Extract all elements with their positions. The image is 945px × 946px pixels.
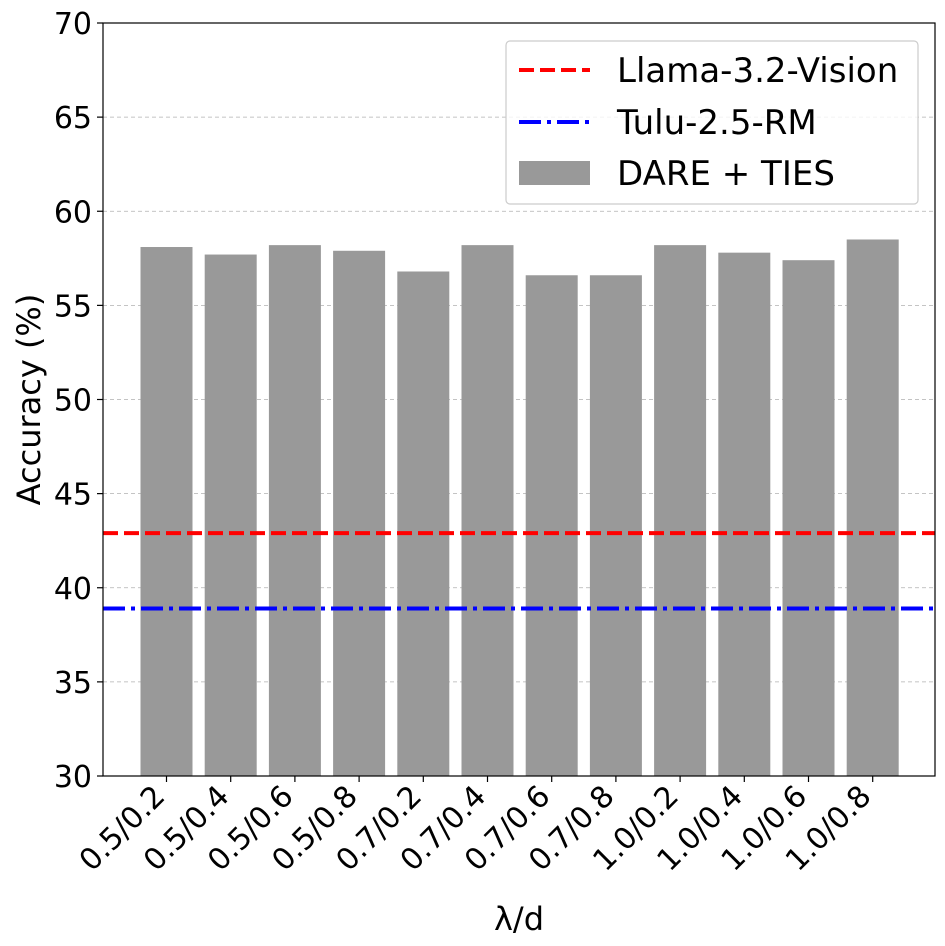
y-tick-label: 45 [54,478,92,513]
legend-label-dare-ties: DARE + TIES [617,154,835,194]
legend-label-tulu: Tulu-2.5-RM [616,103,817,143]
y-tick-label: 40 [54,572,92,607]
y-tick-label: 35 [54,666,92,701]
y-axis-title: Accuracy (%) [10,294,48,506]
bar [718,252,771,777]
bar [525,275,578,776]
y-tick-label: 60 [54,195,92,230]
bar [140,247,193,776]
x-axis-ticks: 0.5/0.20.5/0.40.5/0.60.5/0.80.7/0.20.7/0… [73,776,878,878]
legend: Llama-3.2-Vision Tulu-2.5-RM DARE + TIES [505,40,919,205]
bar-series [140,239,899,777]
bar [589,275,642,776]
y-tick-label: 70 [54,7,92,42]
y-tick-label: 30 [54,760,92,795]
bar [204,254,257,777]
bar [268,245,321,776]
bar [397,271,450,776]
bar [333,250,386,777]
y-tick-label: 50 [54,384,92,419]
y-axis-ticks: 30 35 40 45 50 55 60 65 70 [54,7,103,795]
bar [461,245,514,776]
x-axis-title: λ/d [494,900,544,938]
y-tick-label: 55 [54,289,92,324]
bar [782,260,835,776]
legend-box [505,40,919,205]
legend-label-llama: Llama-3.2-Vision [617,51,898,91]
y-tick-label: 65 [54,101,92,136]
bar [846,239,899,777]
reference-lines [103,531,935,611]
bar [654,245,707,776]
legend-swatch-dare-ties [519,161,590,185]
